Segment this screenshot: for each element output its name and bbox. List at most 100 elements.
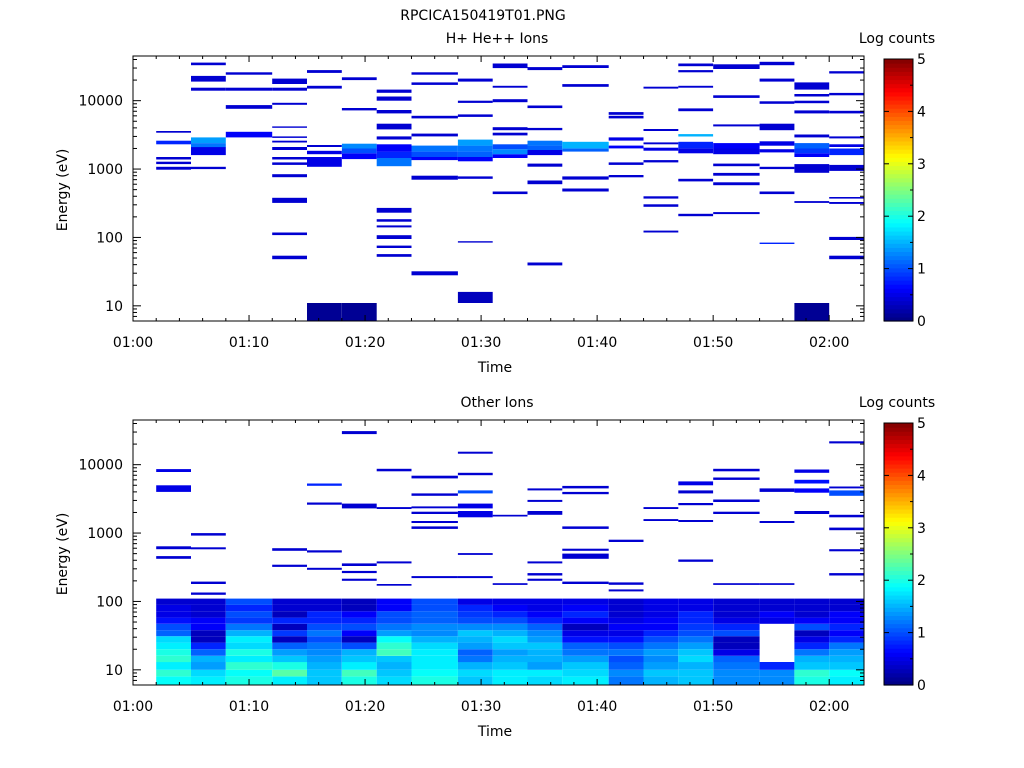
spectrogram-cell <box>272 611 307 618</box>
colorbar-segment <box>884 181 913 187</box>
spectrogram-cell <box>492 85 528 88</box>
colorbar-other: 0 1 2 3 4 5 <box>883 416 926 694</box>
colorbar-segment <box>884 312 913 318</box>
spectrogram-cell <box>794 511 830 514</box>
colorbar-segment <box>884 631 913 637</box>
spectrogram-cell <box>272 636 307 643</box>
spectrogram-cell <box>492 662 528 670</box>
spectrogram-cell <box>341 303 377 321</box>
spectrogram-cell <box>829 611 864 618</box>
spectrogram-cell <box>608 669 644 677</box>
spectrogram-cell <box>307 655 342 663</box>
spectrogram-cell <box>794 94 830 97</box>
spectrogram-cell <box>759 611 795 618</box>
spectrogram-cell <box>643 611 679 618</box>
spectrogram-cell <box>829 148 864 156</box>
colorbar-segment <box>884 525 913 531</box>
spectrogram-cell <box>678 178 714 182</box>
colorbar-segment <box>884 656 913 662</box>
spectrogram-cell <box>307 636 342 643</box>
spectrogram-cell <box>678 662 714 670</box>
spectrogram-cell <box>527 617 563 624</box>
spectrogram-cell <box>643 129 679 131</box>
spectrogram-cell <box>457 176 493 179</box>
colorbar-segment <box>884 108 913 113</box>
spectrogram-cell <box>376 89 412 93</box>
spectrogram-cell <box>713 477 760 480</box>
spectrogram-cell <box>411 72 458 75</box>
colorbar-tick-label: 4 <box>917 104 926 120</box>
spectrogram-cell <box>678 85 714 88</box>
spectrogram-cell <box>341 636 377 643</box>
spectrogram-cell <box>829 655 864 663</box>
spectrogram-cell <box>272 655 307 663</box>
colorbar-segment <box>884 603 913 608</box>
spectrogram-cell <box>527 150 563 156</box>
spectrogram-cell <box>678 630 714 637</box>
spectrogram-cell <box>608 145 644 149</box>
spectrogram-cell <box>608 175 644 178</box>
colorbar-segment <box>884 316 913 322</box>
colorbar-segment <box>884 480 913 485</box>
spectrogram-cell <box>272 78 307 84</box>
spectrogram-cell <box>527 623 563 631</box>
spectrogram-cell <box>643 655 679 663</box>
spectrogram-cell <box>156 623 191 631</box>
x-tick-label: 02:00 <box>809 335 849 351</box>
spectrogram-cell <box>713 172 760 176</box>
plot-frame <box>132 55 865 322</box>
colorbar-segment <box>884 120 913 126</box>
colorbar-segment <box>884 672 913 678</box>
spectrogram-cell <box>829 92 864 96</box>
spectrogram-cell <box>562 655 609 663</box>
colorbar-segment <box>884 136 913 142</box>
colorbar-segment <box>884 161 913 167</box>
spectrogram-cell <box>411 151 458 157</box>
spectrogram-cell <box>492 611 528 618</box>
spectrogram-cell <box>411 506 458 509</box>
colorbar-segment <box>884 680 913 686</box>
colorbar-segment <box>884 292 913 298</box>
spectrogram-cell <box>829 255 864 260</box>
spectrogram-cell <box>272 174 307 178</box>
spectrogram-cell <box>341 642 377 650</box>
spectrogram-cell <box>678 642 714 650</box>
spectrogram-cell <box>272 662 307 670</box>
colorbar-segment <box>884 271 913 277</box>
spectrogram-cell <box>713 630 760 637</box>
spectrogram-cell <box>608 598 644 605</box>
spectrogram-cell <box>156 469 191 472</box>
spectrogram-cell <box>608 636 644 643</box>
y-tick-label: 10 <box>105 663 123 679</box>
spectrogram-cell <box>191 676 226 685</box>
spectrogram-cell <box>713 212 760 215</box>
spectrogram-cell <box>191 604 226 612</box>
spectrogram-cell <box>678 623 714 631</box>
colorbar-tick-label: 0 <box>917 314 926 330</box>
colorbar-segment <box>884 619 913 625</box>
y-tick-label: 10000 <box>78 94 123 110</box>
spectrogram-cell <box>678 617 714 624</box>
spectrogram-cell <box>562 84 609 87</box>
colorbar-segment <box>884 562 913 567</box>
spectrogram-cell <box>272 87 307 91</box>
spectrogram-cell <box>225 649 273 656</box>
colorbar-segment <box>884 173 913 179</box>
colorbar-segment <box>884 472 913 477</box>
spectrogram-cell <box>341 570 377 574</box>
spectrogram-cell <box>562 485 609 489</box>
spectrogram-cell <box>643 147 679 151</box>
panel-title-h-he: H+ He++ Ions <box>446 31 549 47</box>
spectrogram-cell <box>376 158 412 167</box>
spectrogram-cell <box>457 78 493 82</box>
spectrogram-cell <box>411 271 458 276</box>
spectrogram-cell <box>527 511 563 515</box>
spectrogram-cell <box>608 642 644 650</box>
colorbar-segment <box>884 280 913 285</box>
spectrogram-cell <box>678 108 714 112</box>
axes-other: 01:00 01:10 01:20 01:30 01:40 01:50 02:00 10 100… <box>78 419 865 715</box>
x-tick-label: 01:10 <box>229 699 269 715</box>
spectrogram-cell <box>492 623 528 631</box>
spectrogram-cell <box>713 598 760 605</box>
colorbar-segment <box>884 67 913 72</box>
